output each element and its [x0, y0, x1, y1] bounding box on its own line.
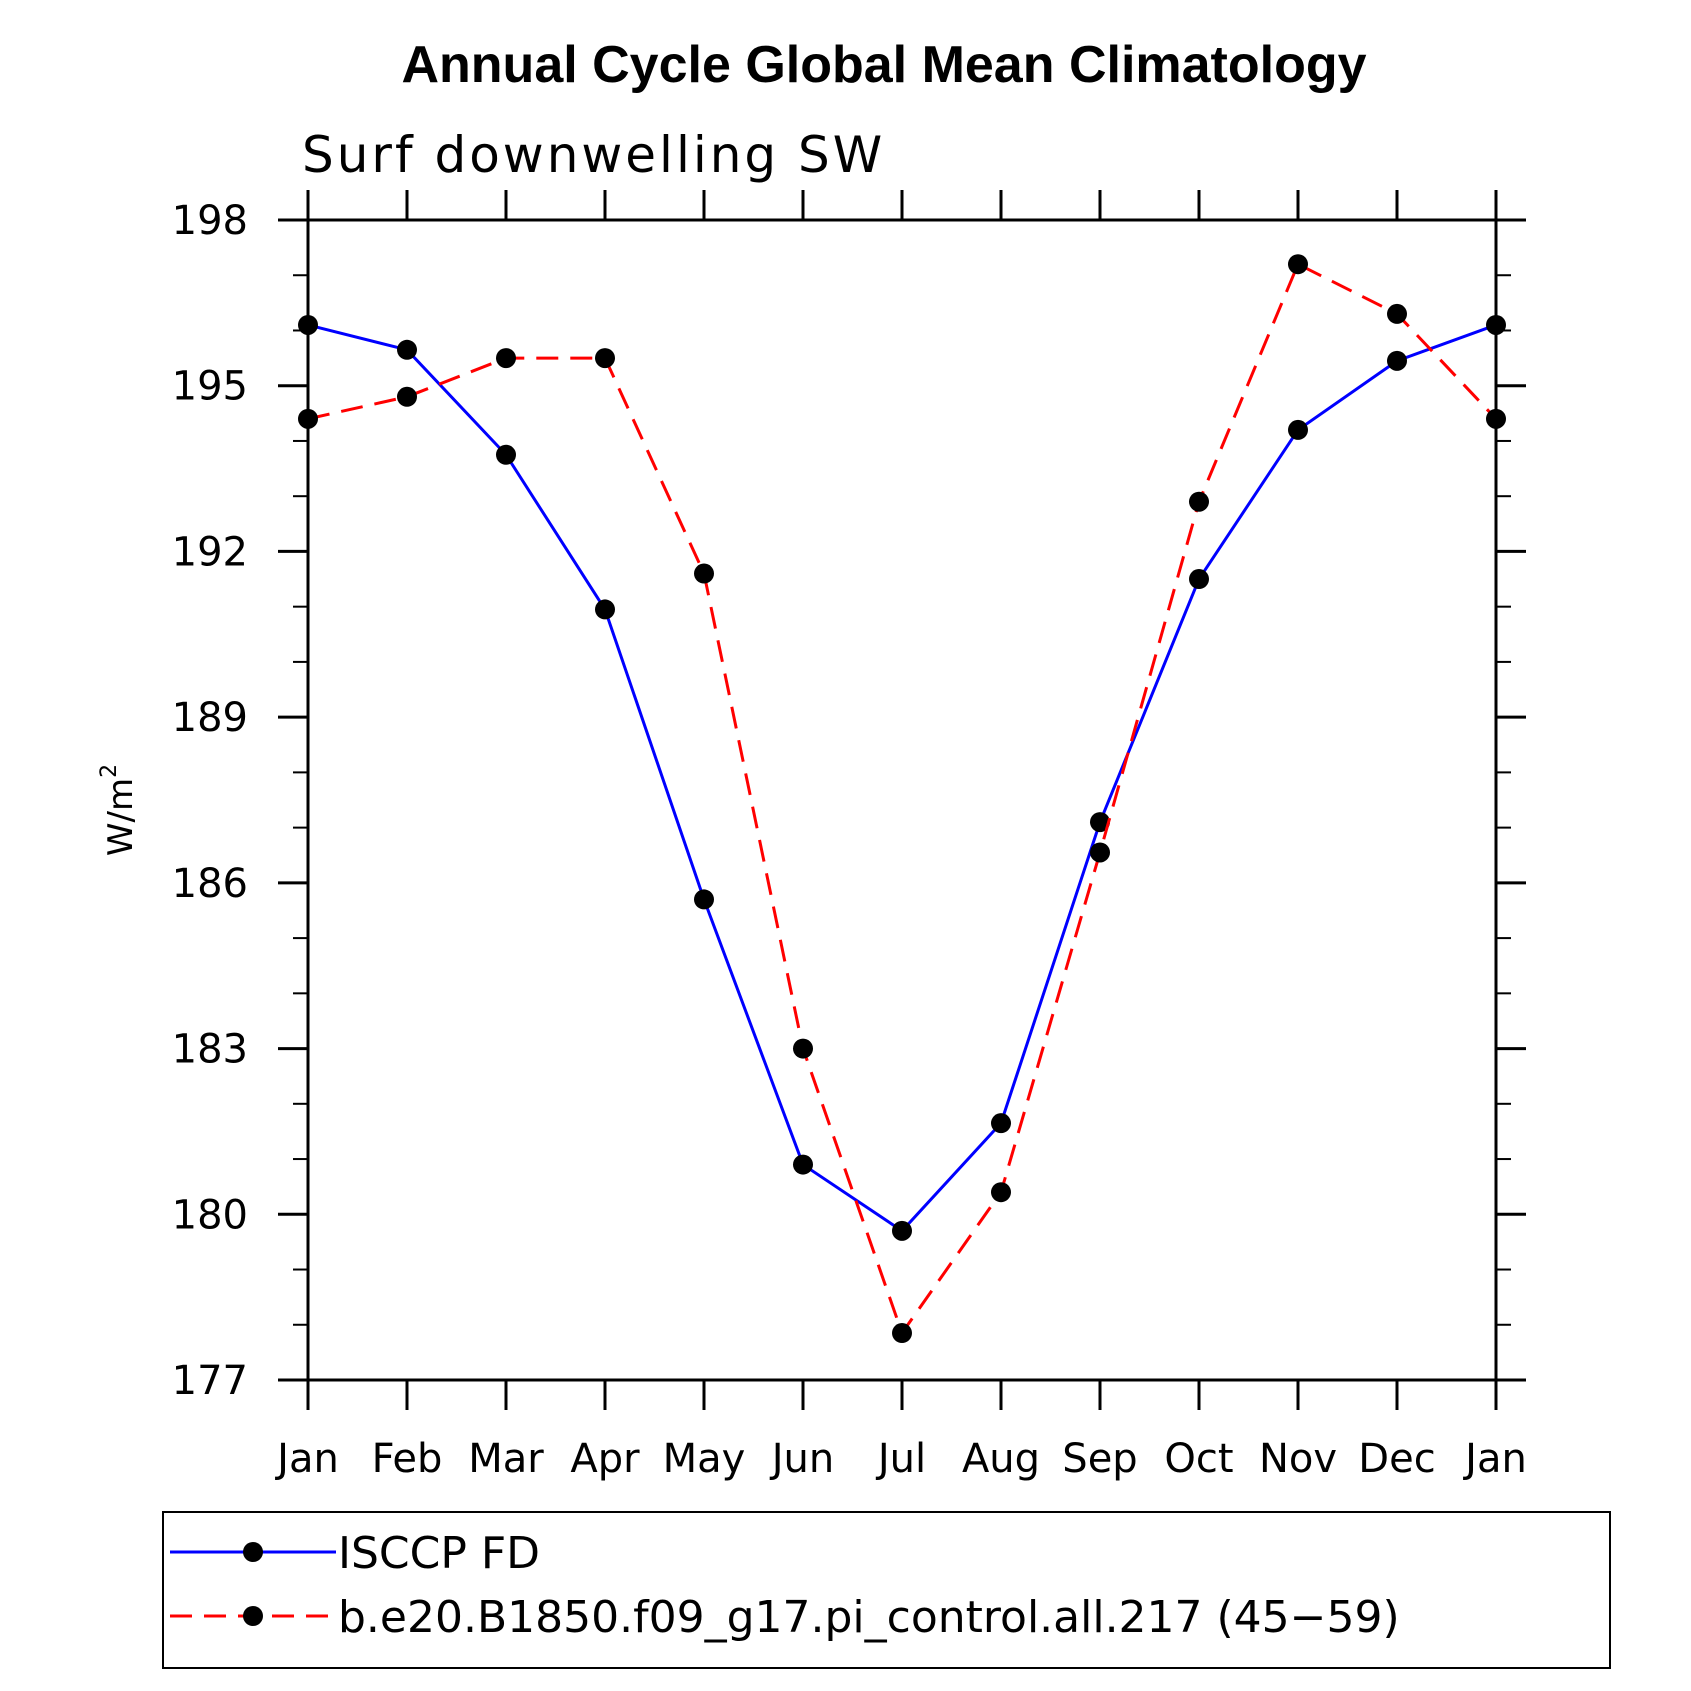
x-tick-label: Apr [570, 1436, 640, 1482]
series-line [307, 262, 1498, 1337]
x-tick-label: Aug [962, 1436, 1040, 1482]
y-tick-label: 189 [172, 695, 248, 741]
y-tick-label: 177 [172, 1358, 248, 1404]
y-tick-label: 198 [172, 198, 248, 244]
data-point [1090, 842, 1110, 863]
data-point [793, 1154, 813, 1175]
y-axis-label-superscript: 2 [97, 764, 122, 778]
y-axis-label: W/m2 [97, 764, 141, 856]
x-tick-label: Sep [1062, 1436, 1137, 1482]
y-axis-label-text: W/m [101, 778, 141, 856]
chart-title: Annual Cycle Global Mean Climatology [401, 36, 1366, 94]
data-point [1189, 491, 1209, 512]
series-line [307, 323, 1497, 1233]
data-point [595, 599, 615, 620]
x-tick-label: Jul [875, 1436, 926, 1482]
x-tick-label: Jan [274, 1436, 339, 1482]
plot-frame [306, 218, 1498, 1382]
data-point [1189, 569, 1209, 590]
data-point [1387, 350, 1407, 371]
series [298, 254, 1506, 1344]
data-point [595, 348, 615, 369]
legend-marker [243, 1542, 263, 1562]
data-point [793, 1038, 813, 1059]
data-point [991, 1182, 1011, 1203]
data-point [298, 408, 318, 429]
x-tick-label: Feb [372, 1436, 443, 1482]
data-point [991, 1113, 1011, 1134]
data-point [694, 563, 714, 584]
data-point [1090, 812, 1110, 833]
axes: 177 180 183 186 189 192 195 198 Jan Feb Mar Apr May J… [172, 190, 1527, 1482]
svg-text:W/m2: W/m2 [97, 764, 141, 856]
x-tick-label: Nov [1259, 1436, 1337, 1482]
data-point [1288, 254, 1308, 275]
series-1 [298, 314, 1506, 1241]
legend-box [162, 1511, 1611, 1669]
legend-item-2: b.e20.B1850.f09_g17.pi_control.all.217 (… [170, 1592, 1400, 1643]
data-point [1387, 303, 1407, 324]
legend-label: b.e20.B1850.f09_g17.pi_control.all.217 (… [338, 1592, 1400, 1643]
legend: ISCCP FD b.e20.B1850.f09_g17.pi_control.a… [162, 1511, 1611, 1669]
x-tick-label: Dec [1358, 1436, 1435, 1482]
legend-label: ISCCP FD [338, 1528, 540, 1579]
y-tick-label: 180 [172, 1192, 248, 1238]
data-point [397, 339, 417, 360]
data-point [496, 348, 516, 369]
series-2 [298, 254, 1506, 1344]
legend-item-1: ISCCP FD [170, 1528, 540, 1579]
chart-subtitle: Surf downwelling SW [302, 126, 885, 184]
data-point [397, 386, 417, 407]
data-point [892, 1323, 912, 1344]
legend-marker [243, 1606, 263, 1626]
data-point [892, 1220, 912, 1241]
y-tick-label: 192 [172, 529, 248, 575]
data-point [1486, 314, 1506, 335]
x-tick-label: May [663, 1436, 746, 1482]
y-tick-label: 186 [172, 861, 248, 907]
data-point [298, 314, 318, 335]
x-tick-label: Oct [1164, 1436, 1233, 1482]
y-tick-label: 195 [172, 364, 248, 410]
y-tick-label: 183 [172, 1027, 248, 1073]
data-point [1288, 419, 1308, 440]
data-point [1486, 408, 1506, 429]
data-point [496, 444, 516, 465]
x-tick-label: Mar [468, 1436, 544, 1482]
x-tick-label: Jun [769, 1436, 835, 1482]
x-tick-label: Jan [1462, 1436, 1527, 1482]
data-point [694, 889, 714, 910]
